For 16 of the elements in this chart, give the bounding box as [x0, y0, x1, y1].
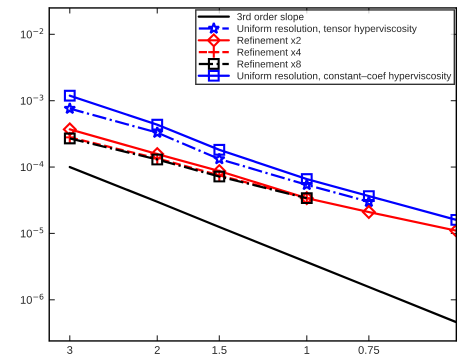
- legend-label: Refinement x2: [238, 36, 301, 44]
- y-tick-label: 10$^{−3}$: [20, 94, 44, 105]
- y-tick-label: 10$^{−5}$: [20, 227, 44, 238]
- y-tick-label: 10$^{−2}$: [20, 28, 44, 38]
- legend-label: 3rd order slope: [237, 12, 304, 22]
- x-tick-label: 2: [154, 346, 160, 354]
- legend-label: Uniform resolution, constant–coef hyperviscosity: [238, 72, 452, 82]
- y-tick-label: 10$^{−6}$: [20, 294, 44, 304]
- x-tick-label: 3: [67, 346, 72, 354]
- legend-label: Refinement x8: [238, 60, 301, 68]
- legend-label: Refinement x4: [238, 48, 301, 56]
- legend-label: Uniform resolution, tensor hyperviscosity: [238, 24, 417, 34]
- y-tick-label: 10$^{−4}$: [20, 161, 44, 172]
- x-tick-label: 1.5: [212, 346, 227, 354]
- x-tick-label: 0.75: [358, 346, 380, 354]
- x-tick-label: 1: [304, 346, 310, 354]
